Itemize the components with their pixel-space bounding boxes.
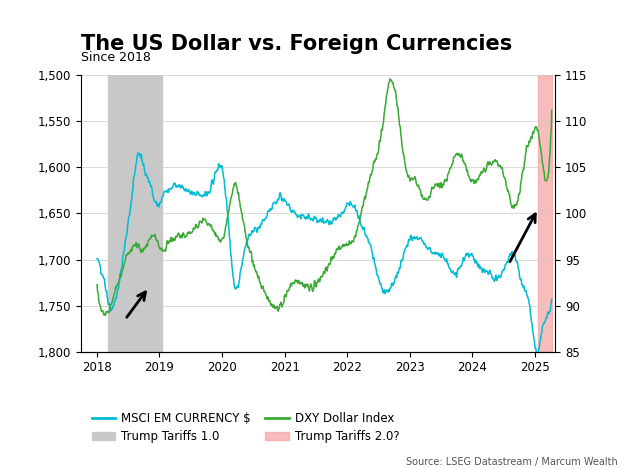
Text: Source: LSEG Datastream / Marcum Wealth: Source: LSEG Datastream / Marcum Wealth (406, 457, 618, 467)
Legend: MSCI EM CURRENCY $, Trump Tariffs 1.0, DXY Dollar Index, Trump Tariffs 2.0?: MSCI EM CURRENCY $, Trump Tariffs 1.0, D… (87, 408, 404, 447)
Text: Since 2018: Since 2018 (81, 51, 151, 64)
Text: The US Dollar vs. Foreign Currencies: The US Dollar vs. Foreign Currencies (81, 34, 512, 54)
Bar (538, 75, 552, 352)
Bar (108, 75, 162, 352)
